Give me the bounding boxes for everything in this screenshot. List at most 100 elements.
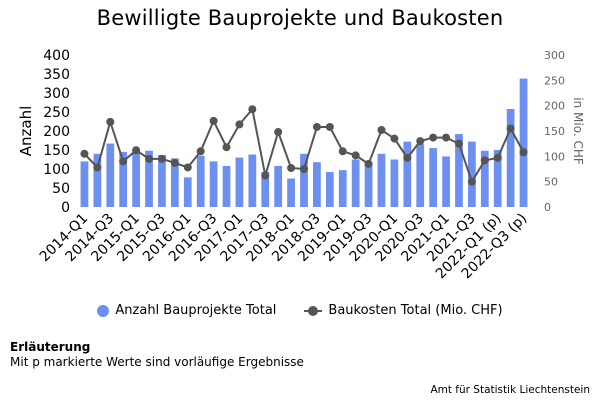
notes-text: Mit p markierte Werte sind vorläufige Er… xyxy=(10,355,304,369)
cost-point-2022-Q1 (p) xyxy=(493,153,502,162)
bar-2014-Q3 xyxy=(106,143,115,207)
legend-item-line[interactable]: Baukosten Total (Mio. CHF) xyxy=(304,303,503,318)
bar-2022-Q1 (p) xyxy=(493,150,502,207)
y-axis-tick-label: 0 xyxy=(61,200,70,216)
cost-point-2021-Q4 xyxy=(480,156,489,165)
legend-bar-label: Anzahl Bauprojekte Total xyxy=(115,303,277,318)
bar-2016-Q1 xyxy=(183,177,192,207)
bar-2020-Q2 xyxy=(403,141,412,207)
cost-point-2014-Q1 xyxy=(80,149,89,158)
legend-item-bars[interactable]: Anzahl Bauprojekte Total xyxy=(97,303,276,318)
y2-axis-title: in Mio. CHF xyxy=(571,97,585,165)
bar-2015-Q3 xyxy=(158,154,166,207)
legend-line-label: Baukosten Total (Mio. CHF) xyxy=(328,303,503,318)
y2-axis-tick-label: 300 xyxy=(544,49,565,62)
bar-2017-Q3 xyxy=(261,172,270,207)
y-axis-title: Anzahl xyxy=(17,106,35,157)
bar-2017-Q1 xyxy=(235,157,244,207)
cost-point-2018-Q4 xyxy=(325,122,334,131)
y-axis-tick-label: 350 xyxy=(43,67,70,83)
bar-2015-Q1 xyxy=(132,150,140,207)
cost-point-2021-Q2 xyxy=(454,139,463,148)
cost-point-2020-Q4 xyxy=(429,133,438,142)
cost-point-2015-Q1 xyxy=(132,146,141,155)
bar-2019-Q2 xyxy=(351,159,360,207)
cost-point-2022-Q3 (p) xyxy=(519,148,528,157)
y-axis-tick-label: 250 xyxy=(43,105,70,121)
bar-2020-Q3 xyxy=(416,144,425,207)
y2-axis-tick-label: 150 xyxy=(544,125,565,138)
bar-2022-Q2 (p) xyxy=(506,108,515,207)
bar-2017-Q2 xyxy=(248,154,257,207)
cost-point-2014-Q4 xyxy=(119,157,128,166)
chart-plot: 0 50 100 150 200 250 300 350 400 0 50 100 150 200 250 3… xyxy=(17,48,585,282)
cost-point-2014-Q3 xyxy=(106,117,115,126)
bar-2018-Q2 xyxy=(300,153,308,207)
bar-2014-Q1 xyxy=(80,161,89,207)
bar-2016-Q3 xyxy=(209,161,218,207)
y-axis-tick-label: 150 xyxy=(43,143,70,159)
cost-point-2014-Q2 xyxy=(93,163,102,172)
bar-2020-Q1 xyxy=(390,159,399,207)
bar-2020-Q4 xyxy=(429,148,438,207)
bar-2015-Q2 xyxy=(145,150,153,207)
bar-2017-Q4 xyxy=(274,165,283,207)
bar-2016-Q4 xyxy=(222,165,231,207)
bar-2021-Q4 xyxy=(480,150,489,207)
legend-line-marker xyxy=(304,305,323,317)
cost-point-2020-Q3 xyxy=(416,137,425,146)
y-axis-tick-label: 400 xyxy=(43,48,70,64)
cost-point-2018-Q1 xyxy=(287,163,296,172)
cost-point-2018-Q2 xyxy=(300,165,308,173)
cost-point-2015-Q3 xyxy=(157,154,166,163)
cost-point-2015-Q2 xyxy=(145,154,154,163)
cost-point-2016-Q1 xyxy=(183,163,192,172)
y2-axis-tick-label: 250 xyxy=(544,74,565,87)
y-axis-tick-label: 200 xyxy=(43,124,70,140)
chart-legend: Anzahl Bauprojekte Total Baukosten Total… xyxy=(0,303,600,318)
cost-point-2016-Q2 xyxy=(196,147,205,156)
y2-axis-tick-label: 50 xyxy=(544,176,558,189)
bar-2018-Q4 xyxy=(325,172,334,207)
bar-2014-Q4 xyxy=(119,151,128,207)
source-credit: Amt für Statistik Liechtenstein xyxy=(430,384,590,396)
bar-2015-Q4 xyxy=(170,158,179,207)
bar-2022-Q3 (p) xyxy=(519,78,528,207)
legend-bar-marker xyxy=(97,304,110,317)
bar-2021-Q2 xyxy=(455,134,463,207)
cost-point-2019-Q1 xyxy=(338,147,347,156)
cost-point-2015-Q4 xyxy=(170,158,179,167)
cost-point-2016-Q4 xyxy=(222,143,231,152)
cost-point-2019-Q3 xyxy=(364,159,373,168)
cost-point-2021-Q3 xyxy=(467,177,476,186)
bar-2021-Q1 xyxy=(442,156,450,207)
bar-2019-Q1 xyxy=(338,170,347,207)
y2-axis-tick-label: 100 xyxy=(544,150,565,163)
y2-axis-tick-label: 200 xyxy=(544,100,565,113)
bar-2014-Q2 xyxy=(93,153,102,207)
y2-axis-tick-label: 0 xyxy=(544,201,551,214)
cost-point-2020-Q2 xyxy=(403,153,412,162)
cost-point-2019-Q4 xyxy=(377,125,386,134)
cost-point-2016-Q3 xyxy=(209,116,218,125)
cost-point-2018-Q3 xyxy=(312,122,321,131)
cost-point-2020-Q1 xyxy=(390,134,399,143)
cost-point-2021-Q1 xyxy=(442,133,451,142)
y-axis-tick-label: 50 xyxy=(52,181,70,197)
bar-2021-Q3 xyxy=(468,141,476,207)
bar-2016-Q2 xyxy=(196,155,205,207)
bar-2018-Q3 xyxy=(313,162,321,207)
cost-point-2022-Q2 (p) xyxy=(506,124,515,133)
bar-2018-Q1 xyxy=(287,178,295,207)
cost-point-2017-Q4 xyxy=(274,128,283,137)
bar-2019-Q4 xyxy=(377,153,386,207)
cost-point-2017-Q2 xyxy=(248,105,257,114)
chart-title: Bewilligte Bauprojekte und Baukosten xyxy=(96,6,504,30)
y-axis-tick-label: 100 xyxy=(43,162,70,178)
bar-2019-Q3 xyxy=(364,162,373,207)
cost-point-2017-Q3 xyxy=(261,171,270,180)
cost-point-2019-Q2 xyxy=(351,151,360,160)
cost-point-2017-Q1 xyxy=(235,120,244,129)
y-axis-tick-label: 300 xyxy=(43,86,70,102)
notes-heading: Erläuterung xyxy=(10,340,91,354)
